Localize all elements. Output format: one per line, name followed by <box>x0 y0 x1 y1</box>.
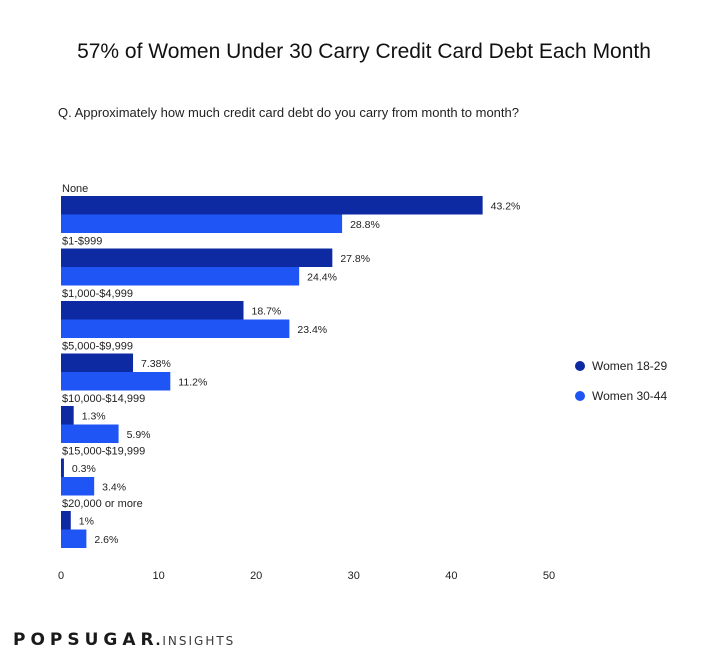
data-label-women-18-29-0: 43.2% <box>491 200 521 212</box>
brand-name: POPSUGAR <box>13 630 159 650</box>
legend-item-women-18-29: Women 18-29 <box>575 358 667 374</box>
data-label-women-18-29-6: 1% <box>79 515 94 527</box>
bar-chart: None 43.2% 28.8% $1-$999 27.8%24.4% $1,000-$4… <box>58 183 555 582</box>
category-label-1-999: $1-$999 <box>62 236 102 248</box>
legend-swatch-women-18-29 <box>575 361 585 371</box>
legend-label-women-18-29: Women 18-29 <box>592 359 668 373</box>
bar-women-30-44-1 <box>61 267 300 286</box>
x-tick-label-1: 10 <box>152 570 164 582</box>
bar-women-30-44-4 <box>61 424 119 443</box>
x-tick-label-4: 40 <box>445 570 457 582</box>
bar-women-30-44-6 <box>61 529 87 548</box>
legend: Women 18-29 Women 30-44 <box>575 358 667 418</box>
data-label-women-18-29-1: 27.8% <box>340 253 370 265</box>
bar-women-30-44-3 <box>61 372 171 391</box>
x-tick-label-3: 30 <box>348 570 360 582</box>
data-label-women-18-29-5: 0.3% <box>72 463 96 475</box>
data-label-women-30-44-6: 2.6% <box>94 534 118 546</box>
chart-title: 57% of Women Under 30 Carry Credit Card … <box>77 40 651 63</box>
bar-women-18-29-3 <box>61 353 134 372</box>
bar-women-18-29-5 <box>61 458 64 477</box>
category-label-5-000-9-999: $5,000-$9,999 <box>62 341 133 353</box>
bar-women-30-44-0 <box>61 214 343 233</box>
bar-women-30-44-2 <box>61 319 290 338</box>
brand-dot: . <box>155 630 161 649</box>
category-label-1-000-4-999: $1,000-$4,999 <box>62 288 133 300</box>
legend-item-women-30-44: Women 30-44 <box>575 388 667 404</box>
data-label-women-30-44-3: 11.2% <box>178 376 207 388</box>
data-label-women-30-44-5: 3.4% <box>102 481 126 493</box>
category-label-15-000-19-999: $15,000-$19,999 <box>62 446 145 458</box>
category-label-10-000-14-999: $10,000-$14,999 <box>62 393 145 405</box>
bar-women-18-29-6 <box>61 511 71 530</box>
brand-subtitle: INSIGHTS <box>162 634 236 648</box>
x-tick-label-0: 0 <box>58 570 64 582</box>
x-tick-label-5: 50 <box>543 570 555 582</box>
bar-women-18-29-0 <box>61 196 483 215</box>
brand-logo: POPSUGAR . INSIGHTS <box>13 630 235 650</box>
category-label-none: None <box>62 183 88 195</box>
data-label-women-18-29-2: 18.7% <box>252 305 282 317</box>
bar-women-18-29-4 <box>61 406 74 425</box>
data-label-women-18-29-4: 1.3% <box>82 410 106 422</box>
data-label-women-30-44-4: 5.9% <box>127 429 151 441</box>
bar-women-18-29-1 <box>61 248 333 267</box>
data-label-women-30-44-0: 28.8% <box>350 219 380 231</box>
data-label-women-30-44-2: 23.4% <box>297 324 327 336</box>
chart-subtitle: Q. Approximately how much credit card de… <box>58 105 519 120</box>
data-label-women-18-29-3: 7.38% <box>141 358 171 370</box>
legend-swatch-women-30-44 <box>575 391 585 401</box>
legend-label-women-30-44: Women 30-44 <box>592 389 668 403</box>
bar-women-18-29-2 <box>61 301 244 320</box>
category-label-20-000-or-more: $20,000 or more <box>62 498 143 510</box>
data-label-women-30-44-1: 24.4% <box>307 271 337 283</box>
bar-women-30-44-5 <box>61 477 95 496</box>
x-tick-label-2: 20 <box>250 570 262 582</box>
